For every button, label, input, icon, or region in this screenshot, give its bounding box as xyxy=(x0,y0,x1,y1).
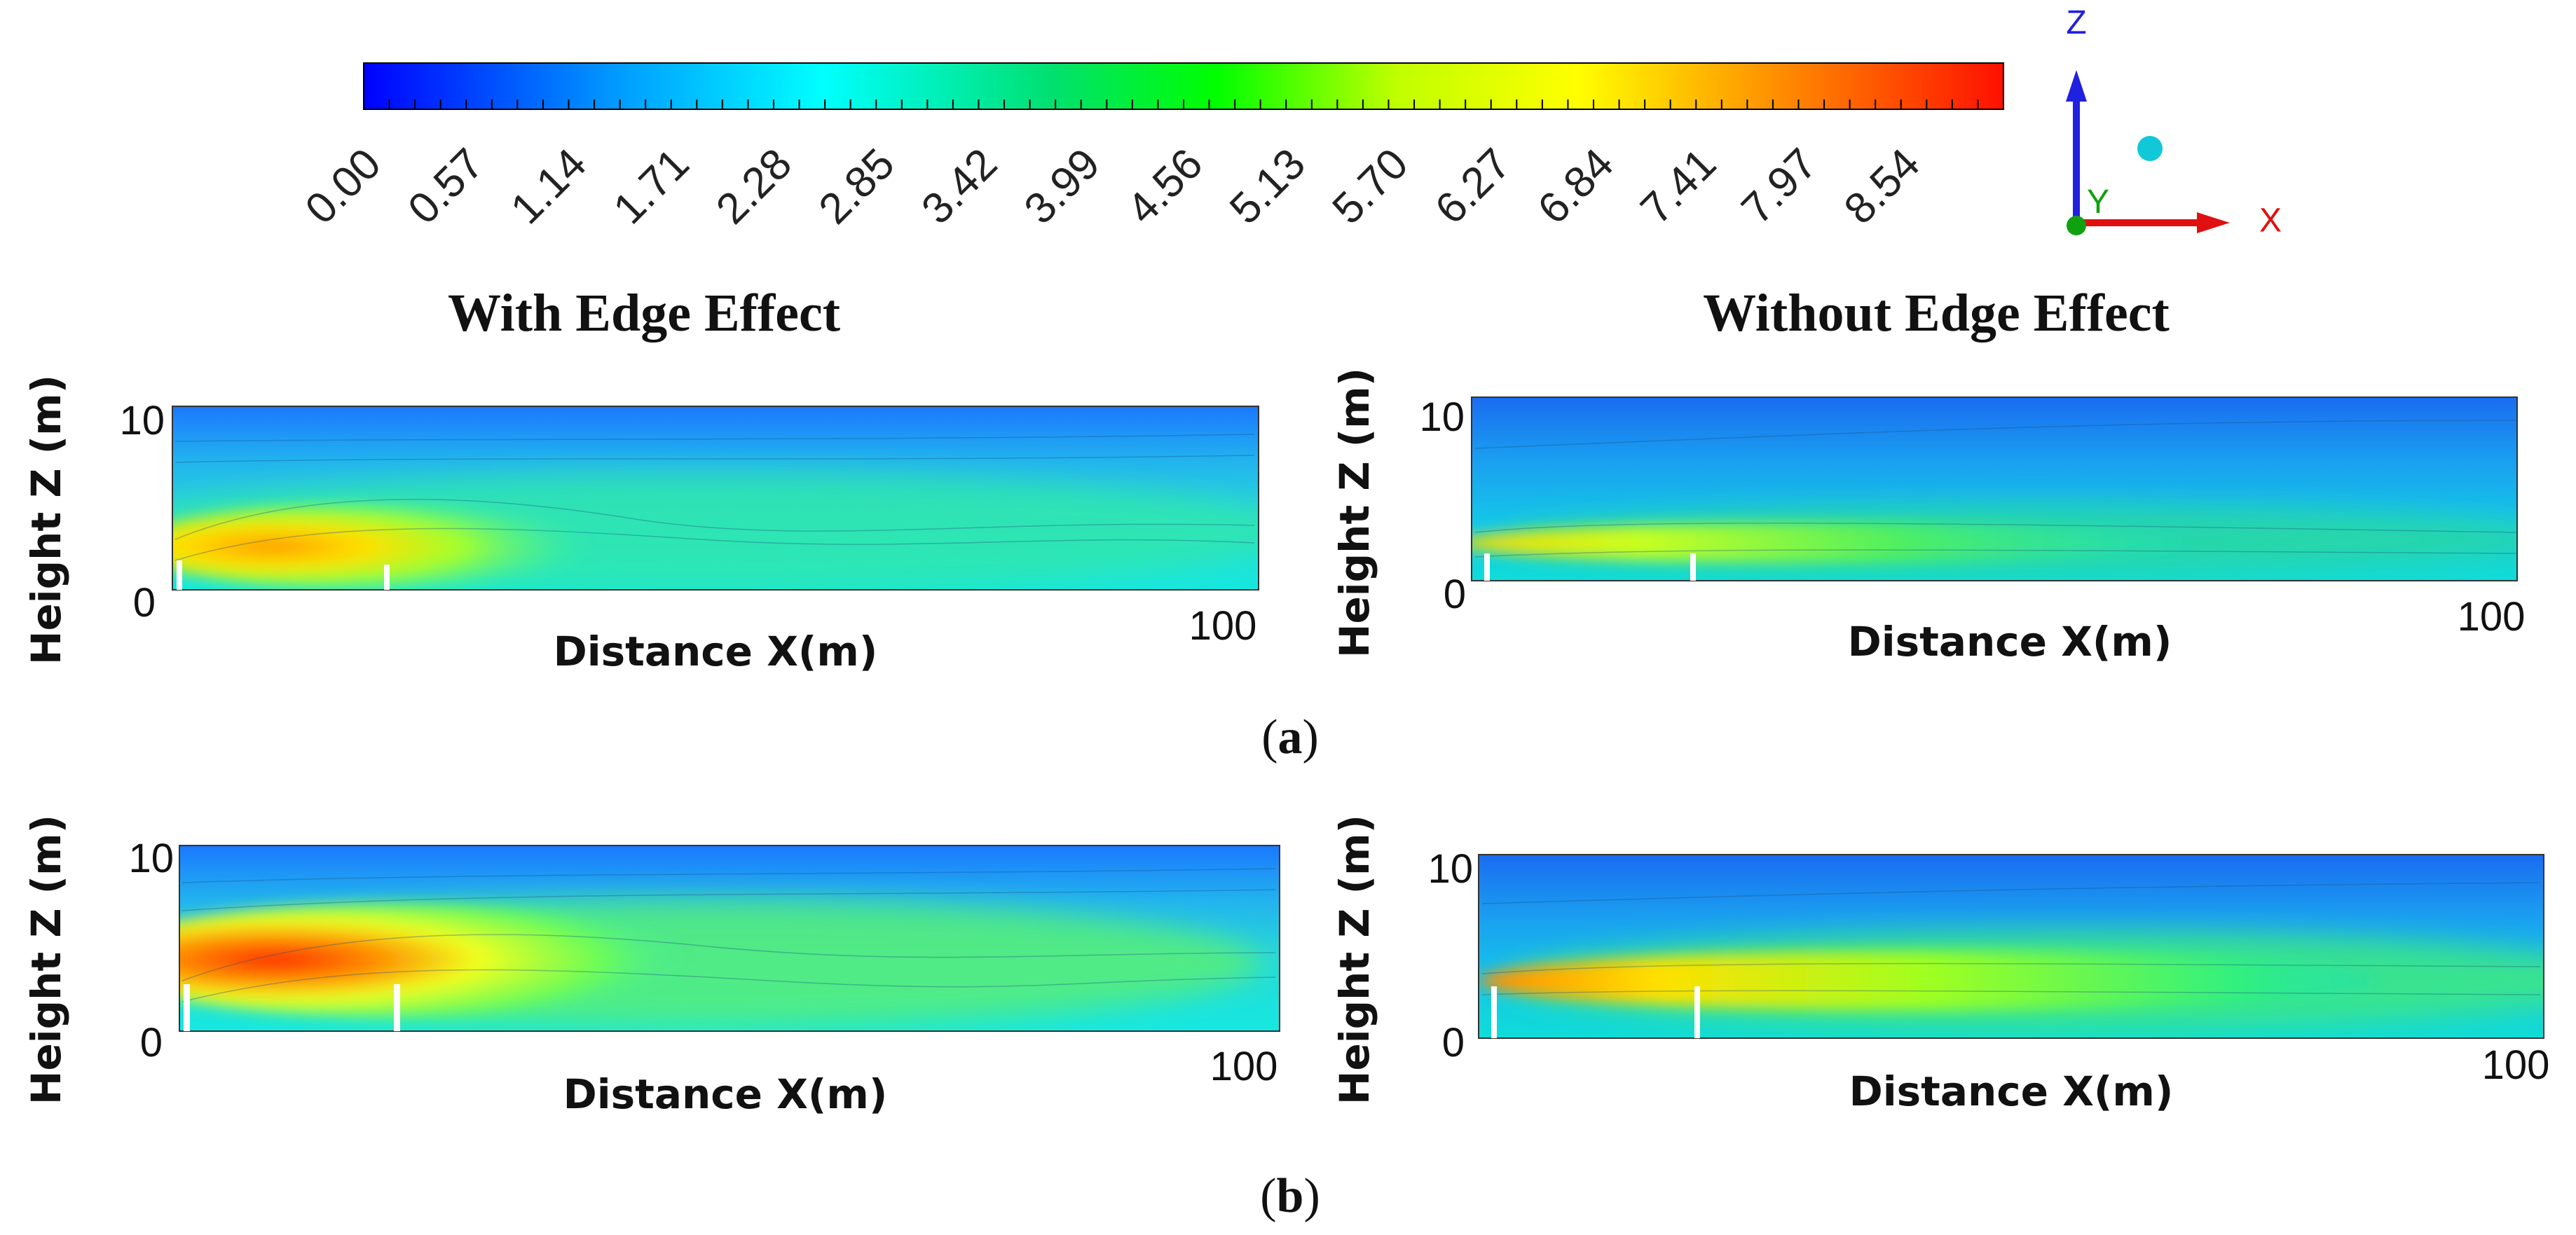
panel-a-with-y-tick-10: 10 xyxy=(119,398,165,443)
colorbar-ticks xyxy=(363,99,2004,109)
panel-b-with-y-tick-0: 0 xyxy=(140,1020,163,1065)
panel-b-without-fence-1 xyxy=(1491,986,1497,1038)
panel-a-without-fence-1 xyxy=(1484,553,1490,581)
panel-b-with-x-tick-100: 100 xyxy=(1210,1044,1278,1089)
colorbar-label: 6.84 xyxy=(1529,139,1623,233)
colorbar-label: 1.71 xyxy=(604,139,698,233)
colorbar-label: 8.54 xyxy=(1835,139,1929,233)
colorbar-label: 0.57 xyxy=(399,139,493,233)
panel-a-with-xlabel: Distance X(m) xyxy=(554,628,878,675)
panel-a-without-y-tick-10: 10 xyxy=(1419,394,1465,440)
panel-b-without-fence-2 xyxy=(1694,986,1700,1038)
panel-b-with-fence-2 xyxy=(394,984,400,1031)
panel-a-without-edge-effect: 10 0 100 Distance X(m) Height Z (m) xyxy=(1331,368,2526,665)
panel-b-without-y-tick-10: 10 xyxy=(1427,846,1473,892)
panel-b-with-fence-1 xyxy=(184,984,190,1031)
colorbar-label: 1.14 xyxy=(502,139,596,233)
panel-b-without-x-tick-100: 100 xyxy=(2482,1042,2550,1088)
colorbar-label: 2.85 xyxy=(810,139,904,233)
panel-b-without-xlabel: Distance X(m) xyxy=(1849,1068,2174,1115)
panel-a-without-x-tick-100: 100 xyxy=(2458,594,2526,640)
triad-view-sphere xyxy=(2137,136,2163,161)
panel-a-without-ylabel: Height Z (m) xyxy=(1331,368,1378,658)
colorbar-label: 2.28 xyxy=(707,139,801,233)
panel-a-without-xlabel: Distance X(m) xyxy=(1848,618,2172,665)
panel-b-without-jet xyxy=(1479,951,2376,1010)
title-without-edge-effect: Without Edge Effect xyxy=(1703,284,2170,343)
panel-b-with-xlabel: Distance X(m) xyxy=(563,1070,888,1118)
colorbar-label: 5.70 xyxy=(1323,139,1417,233)
triad-y-axis-dot xyxy=(2067,216,2086,235)
panel-a-with-x-tick-100: 100 xyxy=(1189,603,1257,649)
panel-b-with-edge-effect: 10 0 100 Distance X(m) Height Z (m) xyxy=(22,815,1280,1118)
panel-a-without-frame xyxy=(1471,396,2518,581)
colorbar-label: 3.42 xyxy=(912,139,1006,233)
triad-z-arrowhead xyxy=(2066,70,2087,102)
triad-y-label: Y xyxy=(2087,184,2109,221)
colorbar: 0.00 0.57 1.14 1.71 2.28 2.85 3.42 3.99 4.56 5.13… xyxy=(296,62,2004,233)
panel-a-with-hotspot xyxy=(172,504,596,588)
panel-b-with-hotspot xyxy=(179,904,687,1016)
colorbar-label: 4.56 xyxy=(1118,139,1212,233)
panel-a-with-ylabel: Height Z (m) xyxy=(22,375,70,665)
colorbar-label: 6.27 xyxy=(1426,139,1520,233)
triad-x-label: X xyxy=(2259,202,2282,240)
triad-z-label: Z xyxy=(2066,4,2086,41)
colorbar-label: 7.97 xyxy=(1732,139,1826,233)
panel-a-without-contours xyxy=(1474,420,2516,558)
panel-a-with-frame xyxy=(172,406,1259,591)
triad-x-arrowhead xyxy=(2197,212,2230,233)
panel-a-with-contours xyxy=(174,434,1255,561)
panel-b-without-contours xyxy=(1481,882,2541,995)
panel-a-without-y-tick-0: 0 xyxy=(1444,572,1466,617)
panel-b-without-edge-effect: 10 0 100 Distance X(m) Height Z (m) xyxy=(1331,815,2550,1115)
panel-b-without-frame xyxy=(1478,854,2544,1039)
panel-a-with-edge-effect: 10 0 100 Distance X(m) Height Z (m) xyxy=(22,375,1259,675)
panel-a-with-fence-2 xyxy=(384,565,390,590)
panel-b-with-contours xyxy=(181,868,1276,1002)
colorbar-label: 5.13 xyxy=(1221,139,1315,233)
caption-b: (b) xyxy=(1260,1169,1320,1223)
panel-a-with-y-tick-0: 0 xyxy=(133,580,156,626)
axis-triad: Z X Y xyxy=(2066,4,2282,240)
panel-b-with-y-tick-10: 10 xyxy=(128,836,174,881)
panel-b-without-y-tick-0: 0 xyxy=(1442,1020,1465,1065)
caption-a: (a) xyxy=(1261,710,1319,764)
panel-b-without-ylabel: Height Z (m) xyxy=(1331,815,1378,1105)
panel-a-without-fence-2 xyxy=(1690,553,1696,581)
panel-b-with-frame xyxy=(179,845,1280,1032)
panel-b-with-ylabel: Height Z (m) xyxy=(22,815,70,1105)
panel-a-with-fence-1 xyxy=(177,560,182,590)
title-with-edge-effect: With Edge Effect xyxy=(448,284,840,343)
colorbar-label: 0.00 xyxy=(296,139,390,233)
colorbar-label: 7.41 xyxy=(1631,139,1725,233)
panel-a-without-jet xyxy=(1472,523,2186,563)
colorbar-label: 3.99 xyxy=(1015,139,1109,233)
colorbar-labels: 0.00 0.57 1.14 1.71 2.28 2.85 3.42 3.99 4.56 5.13… xyxy=(296,139,1929,233)
